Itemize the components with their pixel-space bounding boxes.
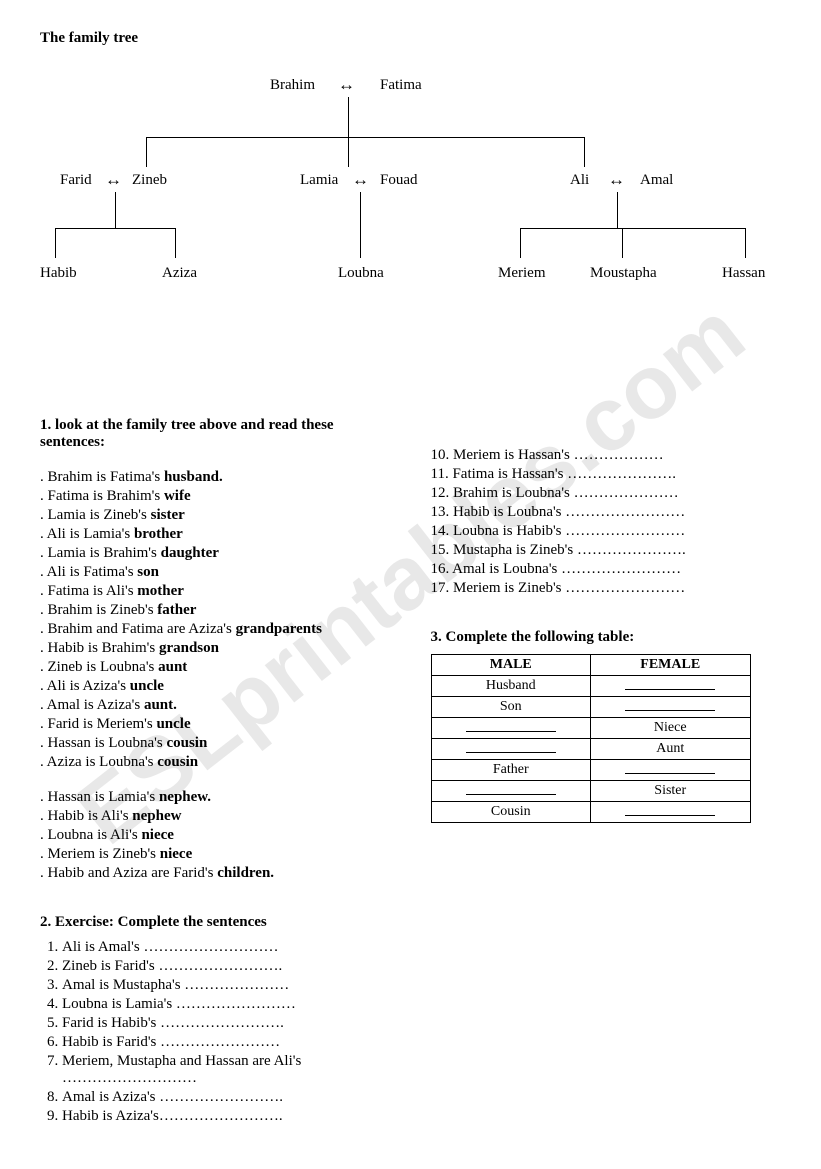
sentence-item: . Farid is Meriem's uncle xyxy=(40,716,391,733)
exercise-item: Farid is Habib's ……………………. xyxy=(62,1015,391,1032)
page-title: The family tree xyxy=(40,30,781,47)
sentence-item: . Ali is Fatima's son xyxy=(40,564,391,581)
tree-node-lamia: Lamia xyxy=(300,172,338,189)
table-cell-male xyxy=(431,718,591,739)
content-columns: 1. look at the family tree above and rea… xyxy=(40,407,781,1127)
exercise-item: 10. Meriem is Hassan's ……………… xyxy=(431,447,782,464)
exercise-item: Habib is Aziza's……………………. xyxy=(62,1108,391,1125)
table-cell-male: Cousin xyxy=(431,802,591,823)
right-column: 10. Meriem is Hassan's ……………… 11. Fatima … xyxy=(431,407,782,1127)
exercise-item: 17. Meriem is Zineb's …………………… xyxy=(431,580,782,597)
table-cell-female xyxy=(591,676,751,697)
table-cell-female: Niece xyxy=(591,718,751,739)
sentence-item: . Habib is Ali's nephew xyxy=(40,808,391,825)
exercise-item: Habib is Farid's …………………… xyxy=(62,1034,391,1051)
exercise-list-left: Ali is Amal's ……………………… Zineb is Farid's … xyxy=(62,939,391,1125)
section3-heading: 3. Complete the following table: xyxy=(431,629,782,646)
exercise-item: Zineb is Farid's ……………………. xyxy=(62,958,391,975)
table-cell-male xyxy=(431,781,591,802)
sentence-item: . Meriem is Zineb's niece xyxy=(40,846,391,863)
exercise-item: Amal is Aziza's ……………………. xyxy=(62,1089,391,1106)
exercise-item: 11. Fatima is Hassan's …………………. xyxy=(431,466,782,483)
table-cell-female xyxy=(591,760,751,781)
table-row: Son xyxy=(431,697,750,718)
sentence-item: . Habib is Brahim's grandson xyxy=(40,640,391,657)
table-row: Cousin xyxy=(431,802,750,823)
tree-node-meriem: Meriem xyxy=(498,265,545,282)
sentence-item: . Zineb is Loubna's aunt xyxy=(40,659,391,676)
sentence-item: . Hassan is Loubna's cousin xyxy=(40,735,391,752)
sentence-item: . Aziza is Loubna's cousin xyxy=(40,754,391,771)
tree-node-amal: Amal xyxy=(640,172,673,189)
tree-node-moustapha: Moustapha xyxy=(590,265,657,282)
table-row: Husband xyxy=(431,676,750,697)
exercise-item: 14. Loubna is Habib's …………………… xyxy=(431,523,782,540)
tree-node-fouad: Fouad xyxy=(380,172,418,189)
sentence-item: . Fatima is Ali's mother xyxy=(40,583,391,600)
sentence-item: . Ali is Aziza's uncle xyxy=(40,678,391,695)
exercise-item: Amal is Mustapha's ………………… xyxy=(62,977,391,994)
sentence-item: . Lamia is Brahim's daughter xyxy=(40,545,391,562)
exercise-list-right: 10. Meriem is Hassan's ……………… 11. Fatima … xyxy=(431,447,782,597)
tree-node-farid: Farid xyxy=(60,172,92,189)
sentence-item: . Hassan is Lamia's nephew. xyxy=(40,789,391,806)
tree-node-brahim: Brahim xyxy=(270,77,315,94)
sentence-item: . Amal is Aziza's aunt. xyxy=(40,697,391,714)
sentence-item: . Loubna is Ali's niece xyxy=(40,827,391,844)
table-header-male: MALE xyxy=(431,655,591,676)
tree-node-zineb: Zineb xyxy=(132,172,167,189)
sentence-item: . Habib and Aziza are Farid's children. xyxy=(40,865,391,882)
family-tree-diagram: Brahim ↔ Fatima Farid ↔ Zineb Lamia ↔ Fo… xyxy=(40,77,781,377)
sentence-item: . Lamia is Zineb's sister xyxy=(40,507,391,524)
table-cell-female xyxy=(591,802,751,823)
exercise-item: 13. Habib is Loubna's …………………… xyxy=(431,504,782,521)
exercise-item: 15. Mustapha is Zineb's …………………. xyxy=(431,542,782,559)
table-row: Sister xyxy=(431,781,750,802)
table-cell-female: Aunt xyxy=(591,739,751,760)
tree-node-hassan: Hassan xyxy=(722,265,765,282)
arrow-icon: ↔ xyxy=(338,75,355,95)
table-cell-female: Sister xyxy=(591,781,751,802)
relationship-table: MALE FEMALE HusbandSonNieceAuntFatherSis… xyxy=(431,654,751,823)
arrow-icon: ↔ xyxy=(352,170,369,190)
tree-node-ali: Ali xyxy=(570,172,589,189)
table-header-female: FEMALE xyxy=(591,655,751,676)
tree-node-aziza: Aziza xyxy=(162,265,197,282)
table-cell-male: Son xyxy=(431,697,591,718)
sentence-item: . Brahim is Fatima's husband. xyxy=(40,469,391,486)
table-cell-male xyxy=(431,739,591,760)
sentence-item: . Brahim is Zineb's father xyxy=(40,602,391,619)
table-row: Father xyxy=(431,760,750,781)
table-row: Aunt xyxy=(431,739,750,760)
left-column: 1. look at the family tree above and rea… xyxy=(40,407,391,1127)
tree-node-fatima: Fatima xyxy=(380,77,422,94)
sentence-item: . Brahim and Fatima are Aziza's grandpar… xyxy=(40,621,391,638)
table-row: Niece xyxy=(431,718,750,739)
exercise-item: Ali is Amal's ……………………… xyxy=(62,939,391,956)
exercise-item: 12. Brahim is Loubna's ………………… xyxy=(431,485,782,502)
table-cell-male: Husband xyxy=(431,676,591,697)
arrow-icon: ↔ xyxy=(105,170,122,190)
exercise-item: Loubna is Lamia's …………………… xyxy=(62,996,391,1013)
table-cell-male: Father xyxy=(431,760,591,781)
section1-heading: 1. look at the family tree above and rea… xyxy=(40,417,391,451)
tree-node-habib: Habib xyxy=(40,265,77,282)
table-cell-female xyxy=(591,697,751,718)
arrow-icon: ↔ xyxy=(608,170,625,190)
section2-heading: 2. Exercise: Complete the sentences xyxy=(40,914,391,931)
sentence-item: . Ali is Lamia's brother xyxy=(40,526,391,543)
sentence-item: . Fatima is Brahim's wife xyxy=(40,488,391,505)
tree-node-loubna: Loubna xyxy=(338,265,384,282)
exercise-item: 16. Amal is Loubna's …………………… xyxy=(431,561,782,578)
exercise-item: Meriem, Mustapha and Hassan are Ali's ……… xyxy=(62,1053,391,1087)
